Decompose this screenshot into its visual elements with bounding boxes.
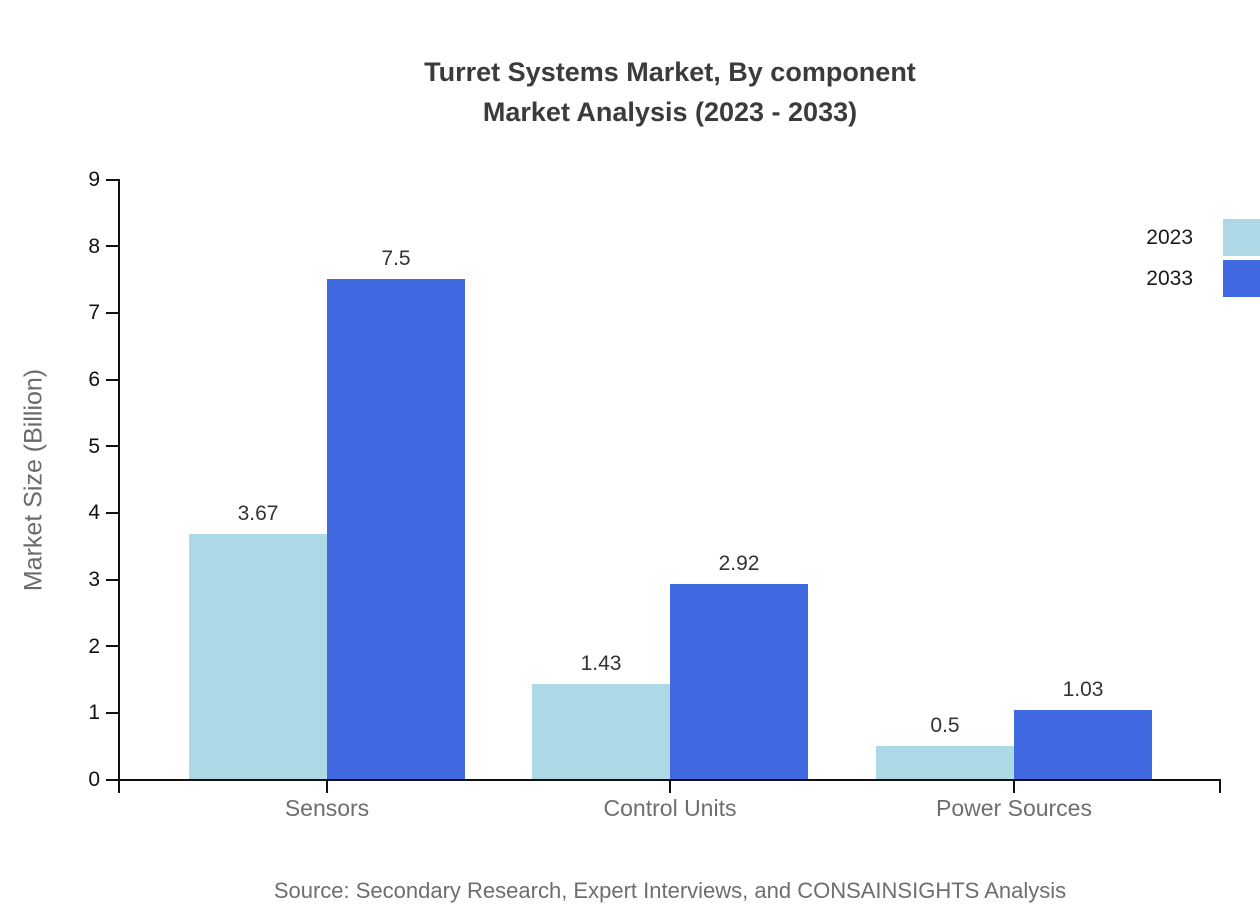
bar-value-label: 3.67 — [237, 502, 279, 526]
bar-value-label: 0.5 — [930, 713, 960, 737]
bar-2033-power-sources — [1014, 710, 1152, 779]
bar-value-label: 7.5 — [381, 247, 411, 270]
y-tick-label: 2 — [88, 634, 100, 658]
y-tick-mark — [106, 711, 118, 714]
y-tick-label: 4 — [88, 501, 100, 525]
bar-2033-sensors — [327, 279, 465, 779]
source-note: Source: Secondary Research, Expert Inter… — [273, 878, 1067, 903]
bar-2023-control-units — [532, 683, 670, 779]
y-tick-label: 7 — [88, 301, 100, 325]
bar-2023-power-sources — [876, 745, 1014, 779]
bar-value-label: 1.03 — [1062, 678, 1104, 702]
x-tick-label-power-sources: Power Sources — [936, 795, 1092, 821]
y-tick-mark — [106, 578, 118, 581]
y-tick-mark — [106, 311, 118, 314]
x-tick-label-sensors: Sensors — [284, 795, 370, 821]
legend: 2023 2033 — [1146, 219, 1260, 301]
legend-row-2023: 2023 — [1146, 219, 1260, 256]
legend-label-2033: 2033 — [1146, 266, 1193, 290]
legend-swatch-2023 — [1223, 219, 1260, 256]
chart-title-line-1: Turret Systems Market, By component — [424, 57, 916, 87]
y-tick-label: 6 — [88, 368, 100, 391]
y-axis-line — [118, 179, 120, 793]
y-tick-mark — [106, 778, 118, 781]
x-tick-mark — [326, 781, 328, 793]
x-axis-end-tick — [1219, 779, 1221, 793]
y-axis-title: Market Size (Billion) — [19, 368, 48, 592]
legend-row-2033: 2033 — [1146, 260, 1260, 297]
y-tick-label: 1 — [88, 701, 100, 725]
y-tick-mark — [106, 511, 118, 514]
y-tick-mark — [106, 645, 118, 648]
chart-title-line-2: Market Analysis (2023 - 2033) — [482, 97, 858, 127]
bar-value-label: 2.92 — [718, 552, 760, 576]
y-tick-label: 0 — [88, 768, 100, 791]
bar-2023-sensors — [189, 534, 327, 779]
y-tick-mark — [106, 245, 118, 248]
legend-swatch-2033 — [1223, 260, 1260, 297]
legend-label-2023: 2023 — [1146, 225, 1193, 249]
bar-value-label: 1.43 — [580, 651, 622, 675]
x-tick-mark — [669, 781, 671, 793]
x-axis-line — [118, 779, 1221, 781]
y-tick-mark — [106, 378, 118, 381]
bar-2033-control-units — [670, 584, 808, 779]
chart-title: Turret Systems Market, By component Mark… — [80, 52, 1260, 132]
y-tick-label: 3 — [88, 568, 100, 591]
y-tick-label: 8 — [88, 234, 100, 258]
x-tick-label-control-units: Control Units — [603, 795, 737, 821]
x-tick-mark — [1013, 781, 1015, 793]
y-tick-mark — [106, 445, 118, 448]
y-tick-label: 9 — [88, 168, 100, 191]
y-tick-mark — [106, 178, 118, 181]
y-tick-label: 5 — [88, 434, 100, 458]
